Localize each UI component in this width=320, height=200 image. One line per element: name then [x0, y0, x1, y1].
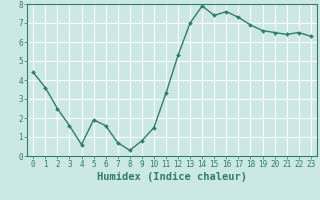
X-axis label: Humidex (Indice chaleur): Humidex (Indice chaleur): [97, 172, 247, 182]
